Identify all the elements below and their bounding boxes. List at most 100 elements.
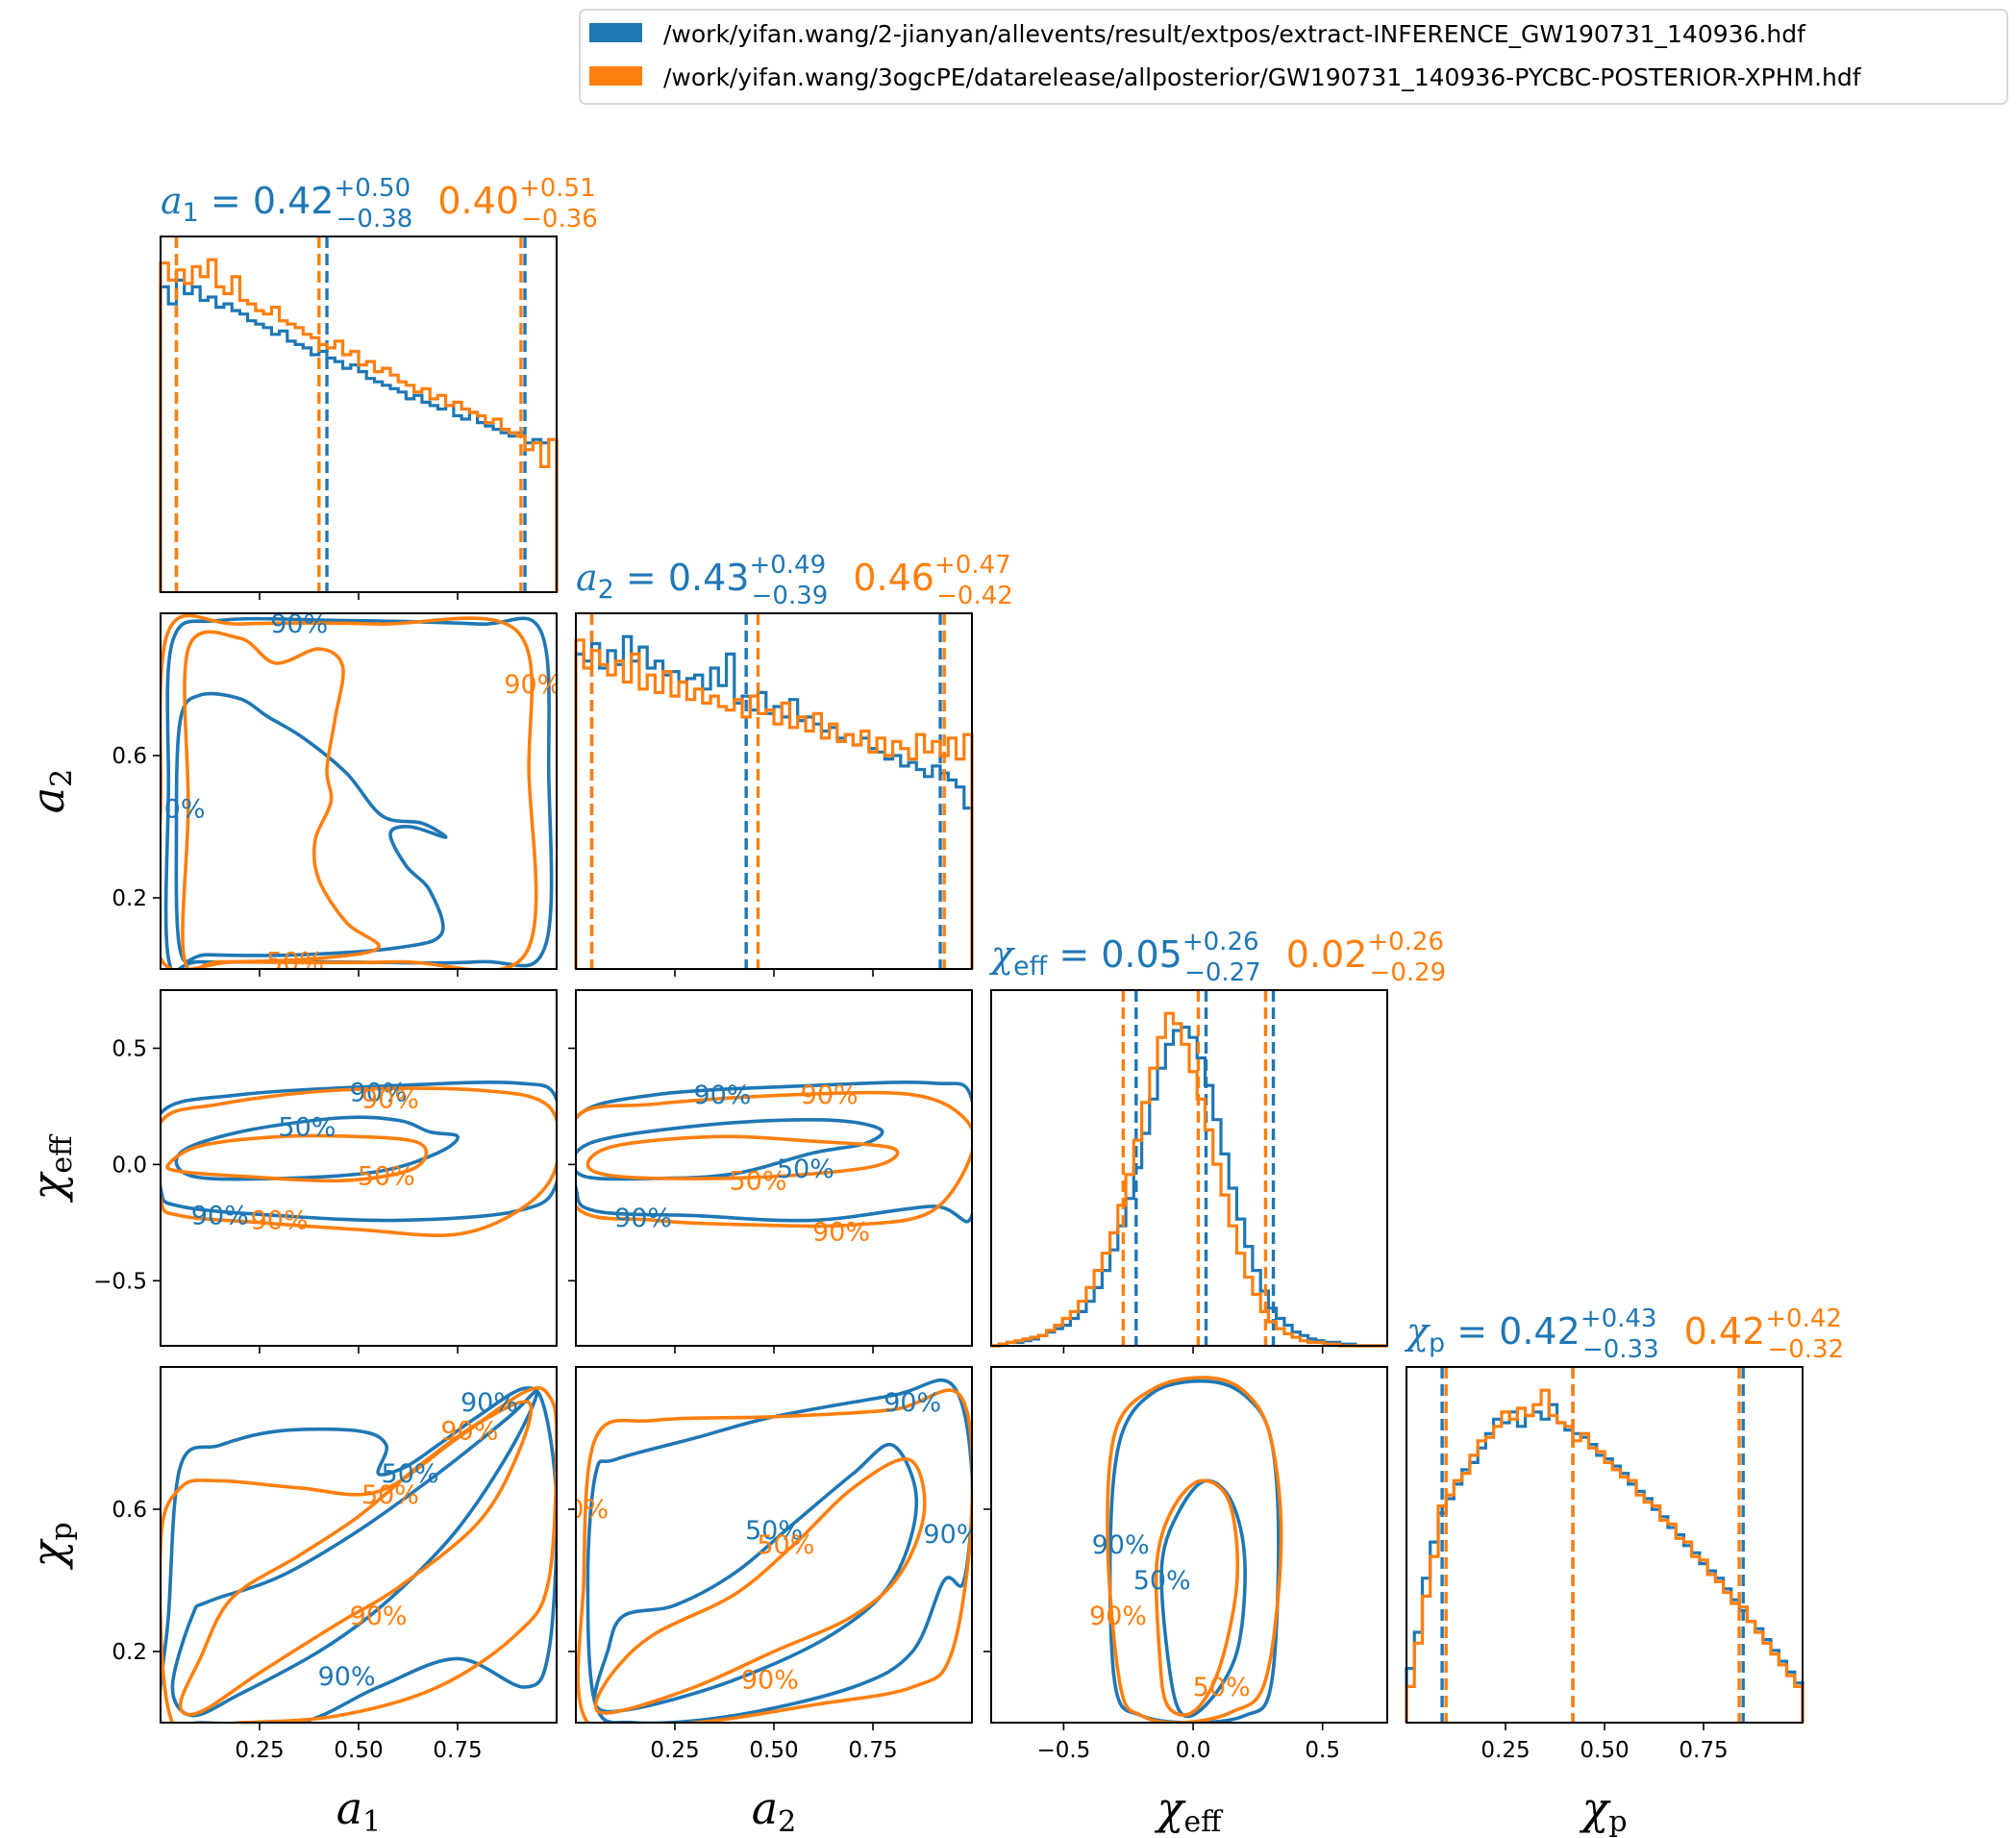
contour-label: 50% <box>382 1459 439 1489</box>
contour-label: 50% <box>147 795 205 825</box>
legend: /work/yifan.wang/2-jianyan/allevents/res… <box>579 9 2008 105</box>
panel-title-chi_p: χp = 0.42+0.43 −0.33 0.42+0.42 −0.32 <box>1404 1304 1844 1364</box>
contour-panel-a2-chi_p: 90% 50%50% 90% 90% 90% <box>551 1378 981 1723</box>
contour-90-series-1 <box>161 1080 557 1223</box>
contour-label: 50% <box>757 1530 814 1560</box>
histogram-series-2-chi_p <box>1405 1388 1804 1723</box>
x-axis-label-a1: a1 <box>336 1782 382 1838</box>
contour-90-series-2 <box>161 613 538 969</box>
contour-label: 90% <box>923 1520 981 1550</box>
contour-50-series-1 <box>174 1115 460 1181</box>
x-tick-label-a1: 0.75 <box>433 1738 482 1763</box>
contour-50-series-2 <box>165 1133 429 1183</box>
contour-50-series-1 <box>592 1442 919 1714</box>
contour-label: 90% <box>350 1602 408 1631</box>
histogram-series-2-chi_eff <box>991 1011 1387 1348</box>
histogram-series-2-a1 <box>159 258 559 592</box>
x-tick-label-a2: 0.75 <box>848 1738 897 1763</box>
x-tick-label-a2: 0.25 <box>650 1738 699 1763</box>
contour-50-series-2 <box>178 1400 534 1717</box>
y-tick-label-a2: 0.6 <box>112 744 147 769</box>
contour-label: 90% <box>801 1080 859 1110</box>
legend-label-series-1: /work/yifan.wang/2-jianyan/allevents/res… <box>663 20 1806 48</box>
x-axis-label-chi_p: χp <box>1579 1782 1627 1838</box>
contour-label: 50% <box>361 1480 419 1510</box>
panel-title-chi_eff: χeff = 0.05+0.26 −0.27 0.02+0.26 −0.29 <box>988 928 1446 987</box>
contour-90-series-1 <box>576 1080 972 1224</box>
x-tick-label-a2: 0.50 <box>749 1738 798 1763</box>
contour-label: 90% <box>693 1080 751 1110</box>
legend-label-series-2: /work/yifan.wang/3ogcPE/datarelease/allp… <box>663 63 1862 91</box>
contour-label: 50% <box>266 948 324 978</box>
contour-label: 90% <box>741 1666 799 1696</box>
x-tick-label-chi_p: 0.50 <box>1580 1738 1629 1763</box>
contour-label: 90% <box>361 1085 419 1115</box>
contour-frame-a1-a2 <box>160 612 558 970</box>
y-tick-label-chi_eff: −0.5 <box>93 1269 147 1294</box>
contour-label: 50% <box>1193 1673 1251 1702</box>
contour-label: 50% <box>358 1161 415 1191</box>
legend-swatch-series-2 <box>589 66 642 86</box>
panel-title-a2: a2 = 0.43+0.49 −0.39 0.46+0.47 −0.42 <box>576 551 1013 610</box>
contour-label: 90% <box>191 1202 249 1231</box>
contour-panel-chi_eff-chi_p: 90% 90% 50% 50% <box>1089 1376 1283 1723</box>
legend-frame <box>579 9 2008 105</box>
contour-label: 90% <box>884 1388 941 1418</box>
panels-layer: 0.25 0.50 0.7590%90%50%50%0.20.690%90%50%5… <box>22 174 1844 1838</box>
contour-90-series-1 <box>163 616 554 969</box>
contour-90-series-2 <box>576 1388 972 1723</box>
histogram-panel-chi_eff <box>991 990 1387 1348</box>
panel-title-a1: a1 = 0.42+0.50 −0.38 0.40+0.51 −0.36 <box>161 174 598 234</box>
histogram-frame-a2 <box>575 612 973 970</box>
contour-50-series-2 <box>585 1134 900 1180</box>
contour-label: 90% <box>460 1388 518 1418</box>
contour-label: 90% <box>812 1218 870 1248</box>
contour-panel-a1-chi_p: 90%90%50%50%90%90% <box>161 1385 557 1723</box>
x-tick-label-a1: 0.50 <box>334 1738 383 1763</box>
y-tick-label-a2: 0.2 <box>112 886 147 911</box>
contour-label: 50% <box>745 1516 803 1546</box>
contour-50-series-2 <box>1154 1478 1240 1717</box>
x-tick-label-chi_p: 0.75 <box>1679 1738 1728 1763</box>
contour-label: 90% <box>440 1417 498 1447</box>
y-axis-label-a2: a2 <box>22 769 79 814</box>
contour-50-series-1 <box>1159 1478 1247 1719</box>
contour-label: 90% <box>318 1662 376 1692</box>
y-tick-label-chi_eff: 0.0 <box>112 1153 147 1178</box>
contour-panel-a1-a2: 90% 90% 50% 50% <box>147 609 561 978</box>
contour-90-series-2 <box>161 1086 557 1237</box>
contour-50-series-2 <box>593 1456 927 1715</box>
contour-label: 90% <box>270 609 328 639</box>
contour-90-series-1 <box>161 1386 557 1723</box>
contour-50-series-1 <box>170 1389 539 1718</box>
histogram-series-1-chi_eff <box>991 1025 1387 1348</box>
contour-panel-a2-chi_eff: 90% 90% 50%50% 90% 90% <box>576 1080 972 1248</box>
y-axis-label-chi_p: χp <box>22 1522 79 1570</box>
histogram-series-1-a1 <box>159 278 559 592</box>
histogram-frame-chi_eff <box>990 989 1388 1347</box>
histogram-panel-a1 <box>159 236 559 592</box>
x-tick-label-chi_p: 0.25 <box>1481 1738 1530 1763</box>
x-tick-label-a1: 0.25 <box>235 1738 284 1763</box>
y-tick-label-chi_eff: 0.5 <box>112 1036 147 1061</box>
contour-label: 90% <box>350 1078 408 1107</box>
contour-label: 90% <box>551 1495 609 1525</box>
contour-90-series-2 <box>576 1090 972 1229</box>
x-axis-label-chi_eff: χeff <box>1155 1782 1225 1838</box>
legend-swatch-series-1 <box>589 23 642 42</box>
contour-label: 90% <box>251 1205 309 1235</box>
contour-label: 90% <box>504 670 561 700</box>
contour-label: 90% <box>1089 1602 1147 1631</box>
histogram-series-2-a2 <box>574 638 974 969</box>
x-tick-label-chi_eff: −0.5 <box>1036 1738 1090 1763</box>
x-tick-label-chi_eff: 0.5 <box>1305 1738 1340 1763</box>
contour-frame-chi_eff-chi_p <box>990 1366 1388 1724</box>
y-axis-label-chi_eff: χeff <box>22 1133 79 1204</box>
histogram-series-1-a2 <box>574 634 974 969</box>
contour-label: 90% <box>1092 1530 1150 1560</box>
contour-label: 50% <box>278 1113 336 1143</box>
contour-50-series-1 <box>174 691 448 964</box>
y-tick-label-chi_p: 0.6 <box>112 1498 147 1523</box>
contour-panel-a1-chi_eff: 90%90%50%50%90% 90% <box>161 1078 557 1237</box>
